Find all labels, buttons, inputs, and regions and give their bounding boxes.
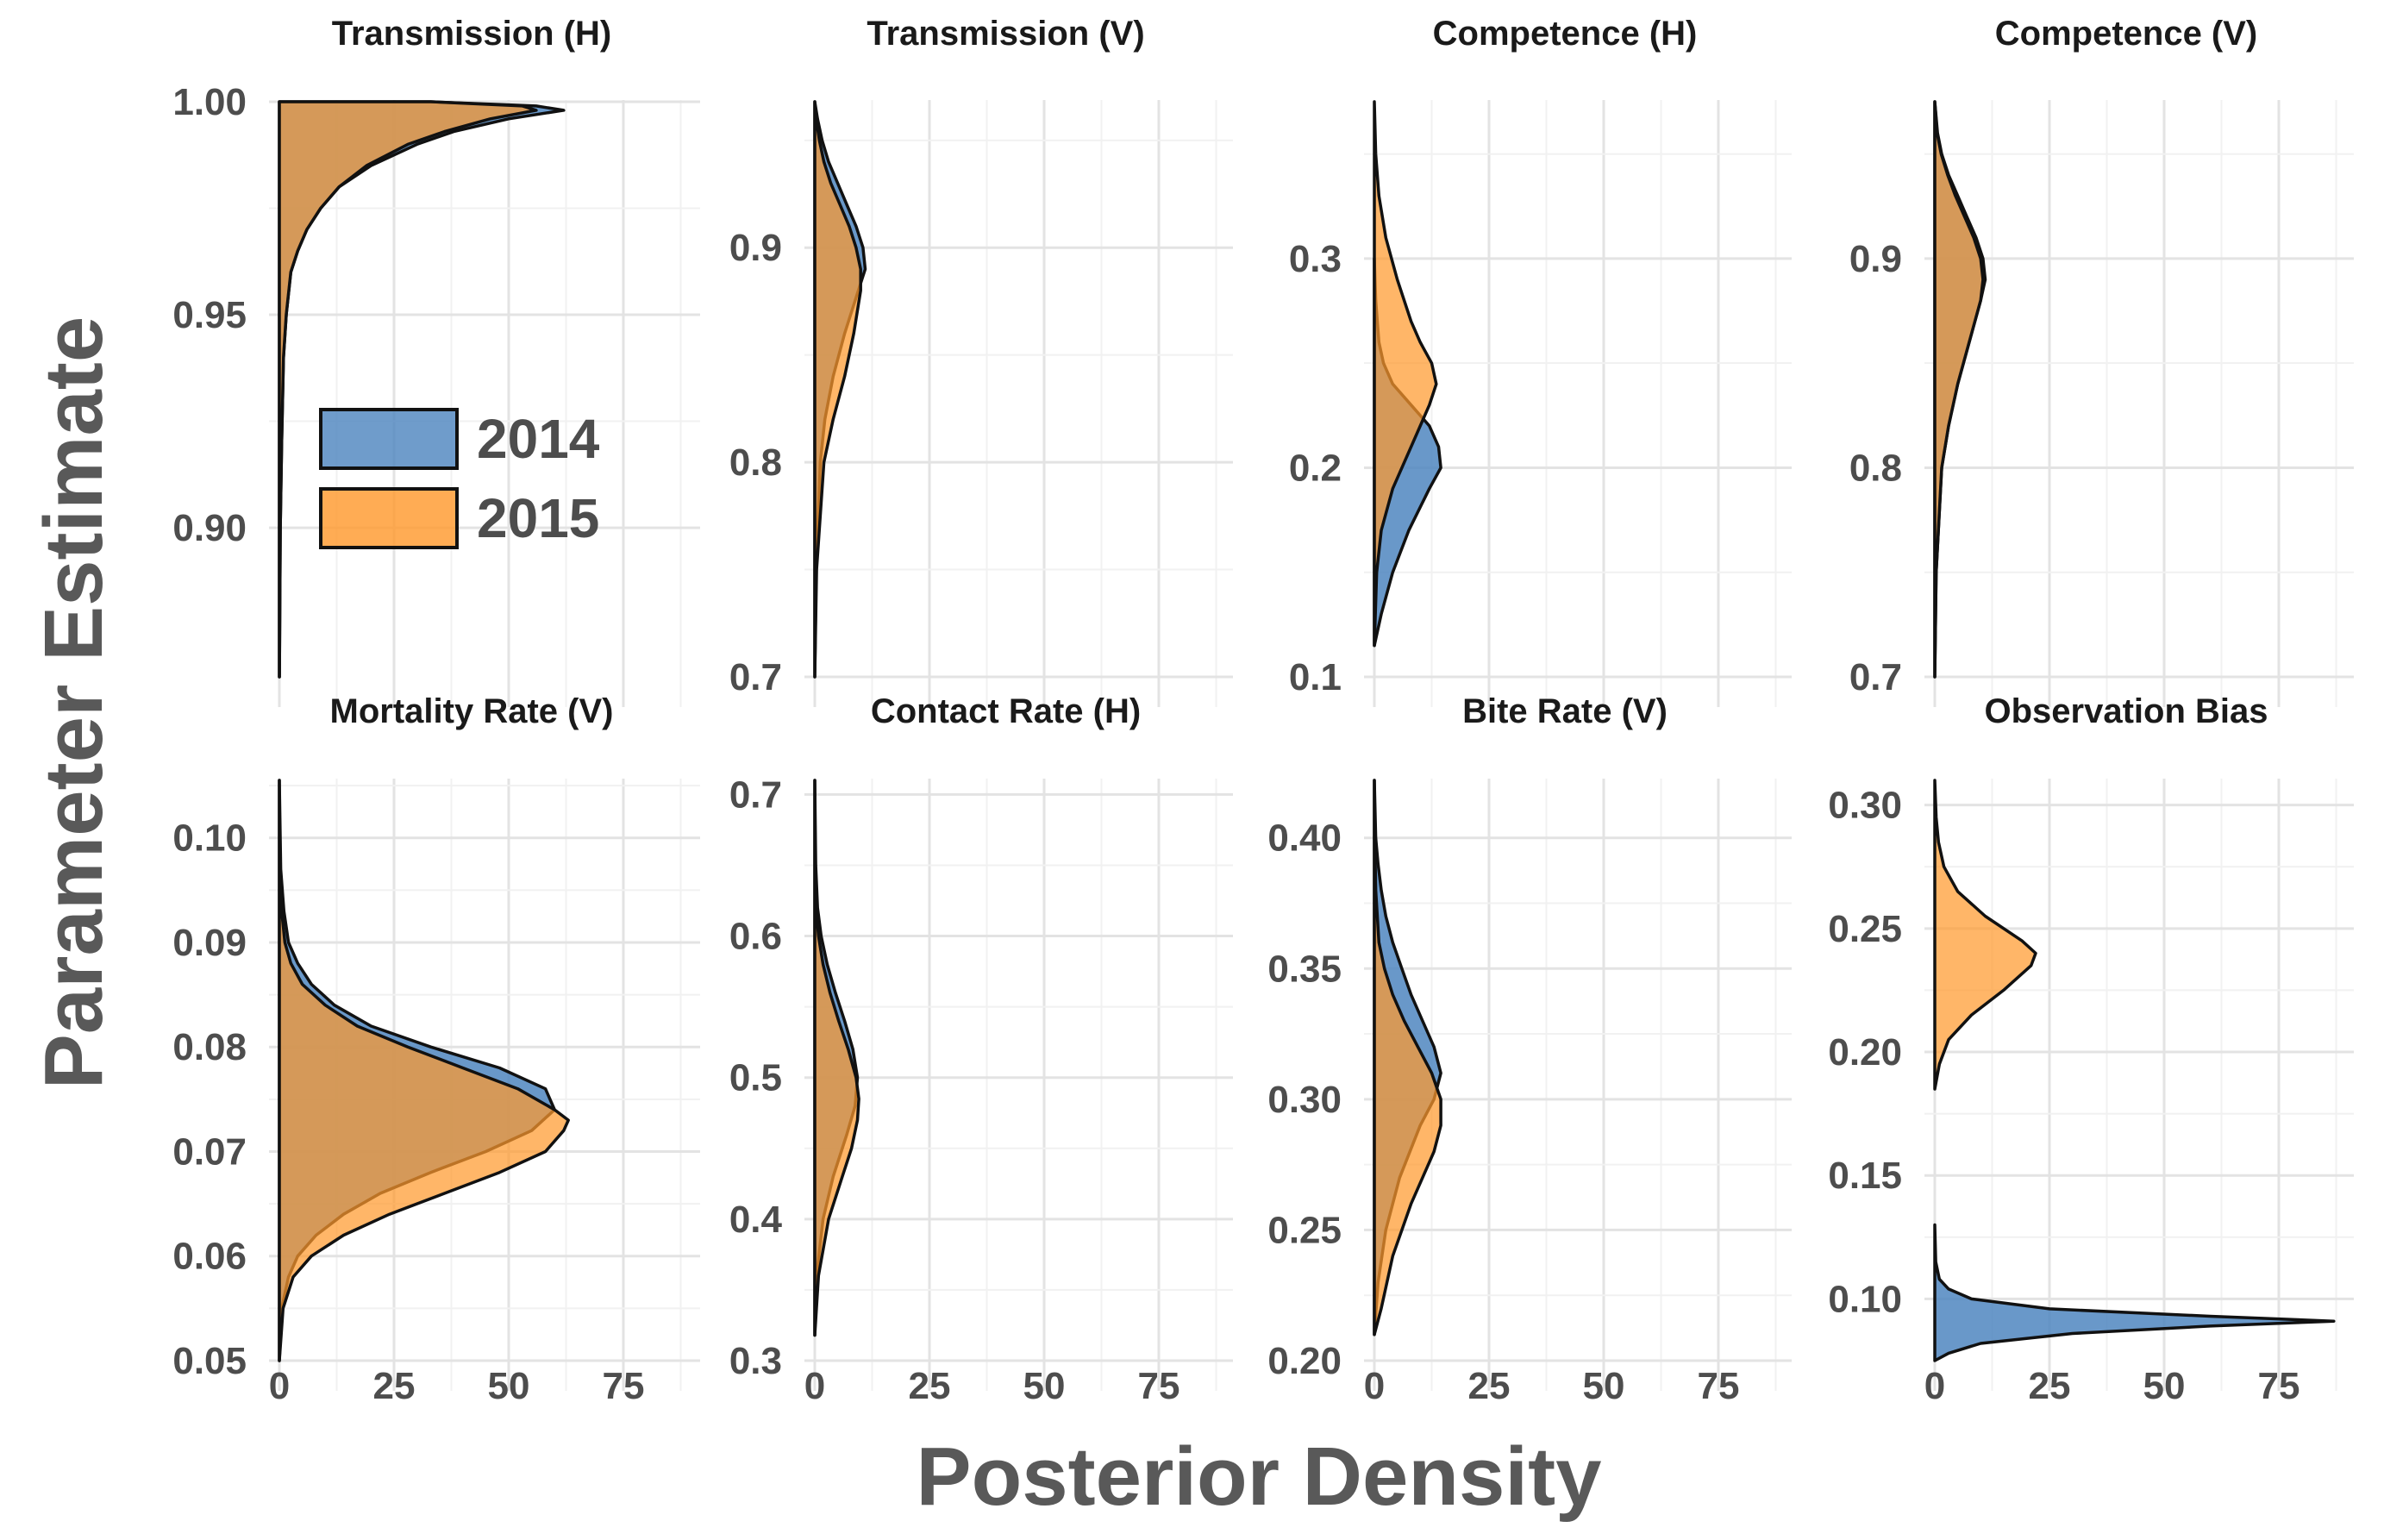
x-tick-label: 25: [1468, 1365, 1511, 1407]
y-tick-label: 0.07: [172, 1130, 247, 1173]
panel-title: Contact Rate (H): [871, 692, 1141, 730]
legend-label-2014: 2014: [477, 408, 600, 470]
x-tick-label: 50: [1023, 1365, 1066, 1407]
y-tick-label: 0.30: [1267, 1079, 1342, 1121]
y-tick-label: 0.05: [172, 1340, 247, 1382]
y-tick-label: 1.00: [172, 81, 247, 123]
y-tick-label: 0.1: [1289, 656, 1342, 698]
x-tick-label: 0: [804, 1365, 825, 1407]
x-axis-title: Posterior Density: [917, 1430, 1602, 1523]
y-tick-label: 0.7: [729, 773, 782, 816]
y-tick-label: 0.9: [729, 227, 782, 269]
y-tick-label: 0.5: [729, 1057, 782, 1099]
density-area-2015: [1933, 779, 2037, 1091]
legend: 2014 2015: [319, 408, 600, 549]
y-tick-label: 0.30: [1828, 785, 1902, 827]
y-tick-label: 0.8: [1849, 447, 1902, 489]
panel-contact-rate-h: Contact Rate (H) 0.3 0.4 0.5 0.6 0.7 0 25 50 75: [729, 692, 1233, 1407]
y-tick-label: 0.7: [1849, 656, 1902, 698]
y-tick-label: 0.10: [172, 817, 247, 860]
y-tick-label: 0.20: [1267, 1340, 1342, 1382]
x-tick-label: 50: [488, 1365, 530, 1407]
panel-transmission-v: Transmission (V) 0.7 0.8 0.9: [729, 15, 1233, 707]
x-tick-label: 75: [1138, 1365, 1180, 1407]
y-tick-label: 0.2: [1289, 447, 1342, 489]
panel-title: Competence (V): [1995, 15, 2258, 53]
legend-label-2015: 2015: [477, 487, 599, 549]
y-tick-label: 0.09: [172, 922, 247, 964]
x-tick-label: 25: [2029, 1365, 2071, 1407]
density-area-2015: [1373, 100, 1438, 648]
y-tick-label: 0.06: [172, 1236, 247, 1278]
panel-title: Observation Bias: [1984, 692, 2268, 730]
x-tick-label: 0: [1924, 1365, 1945, 1407]
panel-observation-bias: Observation Bias 0.10 0.15 0.20 0.25 0.30 0 25 5…: [1828, 692, 2354, 1407]
y-tick-label: 0.9: [1849, 238, 1902, 280]
y-tick-label: 0.8: [729, 441, 782, 484]
y-tick-label: 0.10: [1828, 1278, 1902, 1320]
y-tick-label: 0.6: [729, 916, 782, 958]
x-tick-label: 0: [1364, 1365, 1385, 1407]
density-area-2015: [278, 100, 538, 679]
density-area-2015: [1373, 779, 1442, 1337]
panel-title: Mortality Rate (V): [330, 692, 614, 730]
y-tick-label: 0.4: [729, 1199, 783, 1241]
y-tick-label: 0.3: [729, 1340, 782, 1382]
legend-swatch-2015: [319, 487, 459, 549]
y-tick-label: 0.7: [729, 656, 782, 698]
y-tick-label: 0.90: [172, 507, 247, 549]
x-tick-label: 0: [269, 1365, 290, 1407]
panel-bite-rate-v: Bite Rate (V) 0.20 0.25 0.30 0.35 0.40 0 25 50 75: [1267, 692, 1792, 1407]
y-tick-label: 0.20: [1828, 1031, 1902, 1074]
density-area-2015: [278, 779, 570, 1362]
density-area-2015: [1933, 100, 1985, 679]
density-area-2014: [1933, 1223, 2336, 1362]
y-tick-label: 0.15: [1828, 1155, 1902, 1197]
x-tick-label: 50: [2143, 1365, 2186, 1407]
panel-mortality-rate-v: Mortality Rate (V) 0.05 0.06 0.07 0.08 0.09 0.…: [172, 692, 700, 1407]
density-area-2015: [813, 100, 862, 679]
x-tick-label: 75: [603, 1365, 645, 1407]
y-tick-label: 0.25: [1267, 1209, 1342, 1251]
x-tick-label: 75: [2258, 1365, 2300, 1407]
y-tick-label: 0.40: [1267, 817, 1342, 860]
density-area-2015: [813, 779, 860, 1337]
panel-competence-v: Competence (V) 0.7 0.8 0.9: [1849, 15, 2354, 707]
y-tick-label: 0.3: [1289, 238, 1342, 280]
panel-title: Bite Rate (V): [1462, 692, 1668, 730]
x-tick-label: 25: [909, 1365, 951, 1407]
panel-competence-h: Competence (H) 0.1 0.2 0.3: [1289, 15, 1792, 707]
panel-transmission-h: Transmission (H) 0.90 0.95 1.00: [172, 15, 700, 707]
y-tick-label: 0.25: [1828, 908, 1902, 950]
legend-swatch-2014: [319, 408, 459, 470]
x-tick-label: 75: [1698, 1365, 1740, 1407]
panel-title: Competence (H): [1433, 15, 1698, 53]
panel-title: Transmission (H): [332, 15, 612, 53]
y-tick-label: 0.95: [172, 294, 247, 336]
x-tick-label: 50: [1583, 1365, 1625, 1407]
y-axis-title: Parameter Estimate: [28, 316, 120, 1089]
facet-panels: Transmission (H)0.900.951.00Transmission…: [172, 15, 2354, 1407]
y-tick-label: 0.35: [1267, 948, 1342, 990]
panel-title: Transmission (V): [867, 15, 1144, 53]
y-tick-label: 0.08: [172, 1026, 247, 1068]
x-tick-label: 25: [373, 1365, 416, 1407]
